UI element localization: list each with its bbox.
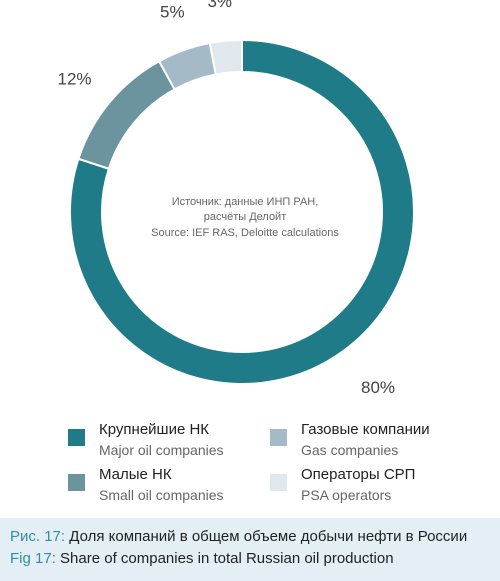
legend-label-small-ru: Малые НК [99, 466, 172, 483]
caption-en-text: Share of companies in total Russian oil … [55, 550, 394, 567]
legend-swatch-small [68, 474, 85, 491]
legend-label-psa-en: PSA operators [301, 487, 392, 503]
legend-label-gas-ru: Газовые компании [301, 421, 430, 438]
legend-label-major-ru: Крупнейшие НК [99, 421, 210, 438]
legend-swatch-psa [270, 474, 287, 491]
legend-swatch-major [68, 429, 85, 446]
chart-legend: Крупнейшие НК Major oil companies Газовы… [0, 418, 500, 508]
caption-ru-text: Доля компаний в общем объеме добычи нефт… [65, 528, 468, 545]
donut-slice-small [77, 59, 176, 170]
legend-label-psa-ru: Операторы СРП [301, 466, 416, 483]
legend-label-major-en: Major oil companies [99, 442, 224, 458]
donut-chart: 80% 12% 5% 3% Источник: данные ИНП РАН, рас… [58, 0, 415, 397]
caption-en: Fig 17: Share of companies in total Russ… [10, 548, 490, 570]
value-label-small: 12% [58, 69, 92, 88]
legend-item-small: Малые НК Small oil companies [68, 465, 224, 505]
value-label-major: 80% [361, 378, 395, 397]
caption-ru: Рис. 17: Доля компаний в общем объеме до… [10, 526, 490, 548]
legend-label-gas-en: Gas companies [301, 442, 399, 458]
legend-item-psa: Операторы СРП PSA operators [270, 465, 415, 505]
figure-caption: Рис. 17: Доля компаний в общем объеме до… [0, 518, 500, 581]
legend-item-major: Крупнейшие НК Major oil companies [68, 420, 224, 460]
value-label-gas: 5% [160, 2, 185, 21]
legend-item-gas: Газовые компании Gas companies [270, 420, 430, 460]
donut-slice-major [69, 38, 415, 385]
source-note-line-3: Source: IEF RAS, Deloitte calculations [151, 227, 339, 239]
legend-swatch-gas [270, 429, 287, 446]
value-label-psa: 3% [207, 0, 232, 11]
donut-slice-psa [208, 38, 243, 76]
caption-ru-label: Рис. 17: [10, 528, 66, 545]
caption-en-label: Fig 17: [10, 550, 56, 567]
source-note-line-1: Источник: данные ИНП РАН, [172, 196, 319, 208]
source-note-line-2: расчёты Делойт [204, 211, 287, 223]
legend-label-small-en: Small oil companies [99, 487, 224, 503]
